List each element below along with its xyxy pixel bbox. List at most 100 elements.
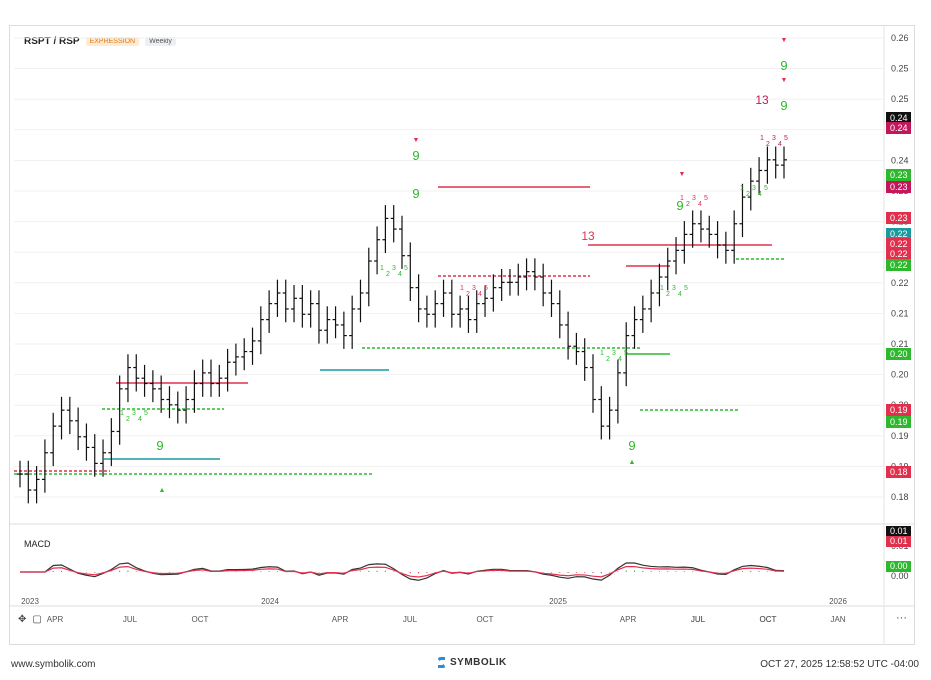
count-digit: 3 <box>132 410 136 417</box>
count-label: 9 <box>412 186 419 201</box>
x-tick-label: OCT <box>192 615 209 624</box>
price-label: 0.22 <box>890 260 908 270</box>
price-label-box <box>886 248 911 260</box>
count-digit: 3 <box>752 185 756 192</box>
x-tick-label: JUL <box>123 615 138 624</box>
arrow-marker: ▲ <box>629 459 636 466</box>
y-tick-label: 0.21 <box>891 339 909 349</box>
count-digit: 4 <box>138 416 142 423</box>
arrow-marker: ▼ <box>781 77 788 84</box>
count-digit: 3 <box>672 285 676 292</box>
x-tick-label: OCT <box>760 615 777 624</box>
price-label: 0.19 <box>890 405 908 415</box>
price-label: 0.19 <box>890 417 908 427</box>
y-tick-label: 0.24 <box>891 155 909 165</box>
site-url[interactable]: www.symbolik.com <box>11 659 96 670</box>
x-tick-label: JUL <box>403 615 418 624</box>
price-label: 0.22 <box>890 229 908 239</box>
setup-levels <box>14 186 784 475</box>
y-tick-label: 0.22 <box>891 278 909 288</box>
count-digit: 2 <box>666 291 670 298</box>
count-digit: 5 <box>704 195 708 202</box>
y-tick-label: 0.20 <box>891 370 909 380</box>
y-tick-label: 0.19 <box>891 431 909 441</box>
price-label: 0.23 <box>890 170 908 180</box>
macd-label-box <box>886 536 911 547</box>
more-menu-button[interactable]: ··· <box>896 612 907 624</box>
x-axis: 2023 APR JUL OCT 2024 APR JUL OCT 2025 APR JUL OCT 2… <box>21 597 847 624</box>
price-label-box <box>886 122 911 134</box>
count-digit: 3 <box>612 350 616 357</box>
macd-label-box <box>886 526 911 537</box>
count-digit: 2 <box>686 201 690 208</box>
macd-value-label: 0.01 <box>890 526 908 536</box>
logo-icon <box>438 657 445 668</box>
count-digit: 1 <box>120 410 124 417</box>
count-label: 9 <box>676 198 683 213</box>
price-label-box <box>886 238 911 250</box>
count-digit: 1 <box>680 195 684 202</box>
price-label: 0.24 <box>890 123 908 133</box>
x-tick-label: OCT <box>760 615 777 624</box>
price-label: 0.20 <box>890 349 908 359</box>
price-label: 0.24 <box>890 113 908 123</box>
count-digit: 2 <box>126 416 130 423</box>
price-grid <box>9 26 915 645</box>
price-label-box <box>886 466 911 478</box>
x-tick-label: 2024 <box>261 597 279 606</box>
sequential-counts: 9 999999131312345123451234512345123451234… <box>120 37 788 494</box>
x-tick-label: JAN <box>830 615 845 624</box>
x-tick-label: 2026 <box>829 597 847 606</box>
price-label-box <box>886 181 911 193</box>
price-label-box <box>886 169 911 181</box>
ohlc-bars <box>17 146 787 504</box>
price-label-box <box>886 404 911 416</box>
count-label: 9 <box>780 58 787 73</box>
period-badge[interactable]: Weekly <box>145 37 176 46</box>
move-icon[interactable]: ✥ <box>18 614 27 625</box>
price-label-box <box>886 416 911 428</box>
arrow-marker: ▼ <box>679 171 686 178</box>
footer: www.symbolik.com SYMBOLIK OCT 27, 2025 1… <box>0 650 931 680</box>
expansion-badge[interactable]: EXPRESSION <box>85 37 140 46</box>
chart-toolbar: ✥ ▢ <box>18 614 42 625</box>
count-label: 9 <box>156 438 163 453</box>
count-digit: 4 <box>678 291 682 298</box>
price-label-box <box>886 348 911 360</box>
price-label: 0.18 <box>890 467 908 477</box>
count-digit: 5 <box>684 285 688 292</box>
macd-value-label: 0.00 <box>890 561 908 571</box>
count-digit: 2 <box>746 191 750 198</box>
count-label: 13 <box>581 229 595 243</box>
price-label: 0.22 <box>890 239 908 249</box>
x-tick-label: JUL <box>691 615 706 624</box>
count-digit: 3 <box>392 265 396 272</box>
count-digit: 4 <box>758 191 762 198</box>
symbol-label[interactable]: RSPT / RSP <box>24 36 80 47</box>
count-digit: 4 <box>398 271 402 278</box>
price-label-box <box>886 259 911 271</box>
macd-line <box>20 562 785 581</box>
count-digit: 2 <box>466 291 470 298</box>
x-tick-label: OCT <box>477 615 494 624</box>
price-label-box <box>886 228 911 240</box>
count-digit: 4 <box>618 356 622 363</box>
count-digit: 1 <box>380 265 384 272</box>
price-label-box <box>886 212 911 224</box>
count-label: 9 <box>780 98 787 113</box>
count-digit: 4 <box>478 291 482 298</box>
count-digit: 3 <box>692 195 696 202</box>
x-tick-label: JUL <box>691 615 706 624</box>
count-digit: 5 <box>404 265 408 272</box>
x-tick-label: 2025 <box>549 597 567 606</box>
count-digit: 5 <box>144 410 148 417</box>
count-digit: 2 <box>386 271 390 278</box>
count-label: 9 <box>412 148 419 163</box>
count-digit: 5 <box>624 350 628 357</box>
arrow-marker: ▼ <box>781 37 788 44</box>
count-digit: 4 <box>698 201 702 208</box>
brand-logo: SYMBOLIK <box>437 656 507 669</box>
calendar-icon[interactable]: ▢ <box>32 614 42 625</box>
macd-tick-label: 0.00 <box>891 571 909 581</box>
